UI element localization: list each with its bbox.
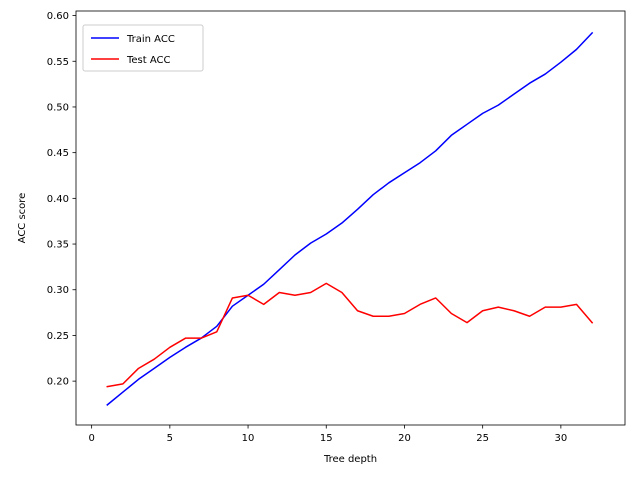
y-axis-label: ACC score <box>17 193 28 244</box>
y-tick-label: 0.20 <box>47 377 69 388</box>
x-tick-label: 30 <box>555 433 568 444</box>
x-tick-label: 0 <box>88 433 94 444</box>
x-tick-label: 10 <box>242 433 255 444</box>
y-tick-label: 0.30 <box>47 285 69 296</box>
x-tick-label: 25 <box>476 433 489 444</box>
y-tick-label: 0.35 <box>47 240 69 251</box>
x-tick-label: 15 <box>320 433 333 444</box>
plot-area <box>76 11 625 425</box>
x-tick-label: 20 <box>398 433 411 444</box>
plot-frame <box>75 10 626 426</box>
series-lines <box>106 31 594 406</box>
x-tick-label: 5 <box>167 433 173 444</box>
y-tick-label: 0.25 <box>47 331 69 342</box>
x-axis-label: Tree depth <box>323 454 377 465</box>
legend: Train ACC Test ACC <box>82 24 204 72</box>
legend-label-train: Train ACC <box>126 34 175 45</box>
legend-label-test: Test ACC <box>126 55 171 66</box>
series-line-test <box>106 282 594 388</box>
y-tick-label: 0.45 <box>47 148 69 159</box>
y-tick-label: 0.60 <box>47 11 69 22</box>
y-tick-label: 0.55 <box>47 57 69 68</box>
series-line-train <box>106 31 594 406</box>
y-tick-label: 0.40 <box>47 194 69 205</box>
y-tick-label: 0.50 <box>47 102 69 113</box>
axes: 0 5 10 15 20 25 30 0.20 0.25 0.30 0.35 0.40 0.45 0.50… <box>47 11 568 444</box>
